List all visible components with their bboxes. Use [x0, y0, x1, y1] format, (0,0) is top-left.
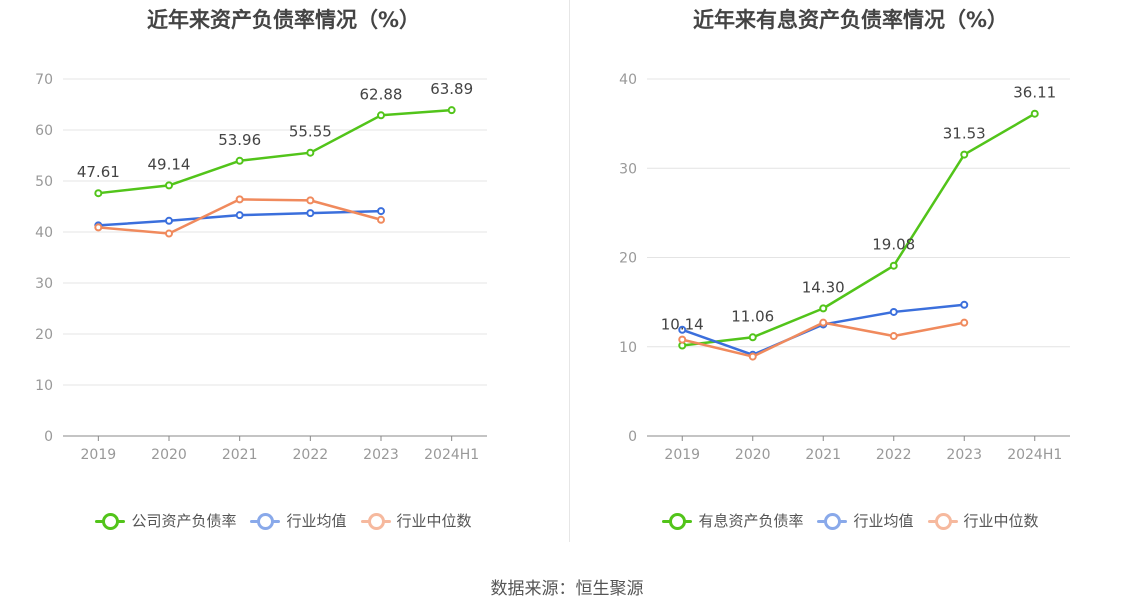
x-tick-label: 2020 — [151, 447, 187, 463]
legend-item[interactable]: 行业均值 — [817, 510, 914, 531]
data-point — [377, 111, 385, 120]
legend-label: 行业中位数 — [396, 512, 472, 530]
y-tick-label: 30 — [619, 161, 637, 177]
y-tick-label: 60 — [35, 123, 53, 139]
legend-item[interactable]: 公司资产负债率 — [95, 510, 236, 531]
y-tick-label: 10 — [35, 378, 53, 394]
data-label: 14.30 — [802, 278, 845, 296]
line-chart-interest-bearing-debt-ratio: 0 10 20 30 40 2019 2020 2021 2022 2023 2024H1 10.14… — [619, 72, 1070, 463]
chart-panel-debt-ratio: 近年来资产负债率情况（%） 0 10 20 30 40 50 60 70 2019 2020 202… — [0, 0, 567, 560]
data-point — [819, 318, 828, 327]
x-tick-label: 2022 — [293, 447, 329, 463]
data-point — [678, 335, 687, 344]
data-label: 36.11 — [1013, 84, 1056, 102]
data-label: 63.89 — [430, 80, 473, 98]
y-tick-label: 30 — [35, 276, 53, 292]
data-point — [235, 195, 244, 204]
x-tick-label: 2024H1 — [424, 447, 479, 463]
data-point — [960, 150, 969, 159]
x-tick-label: 2023 — [363, 447, 399, 463]
y-tick-label: 0 — [44, 429, 53, 445]
legend-label: 行业均值 — [853, 512, 914, 530]
legend-item[interactable]: 行业中位数 — [927, 510, 1039, 531]
legend-swatch-icon — [360, 512, 391, 530]
data-label: 49.14 — [148, 155, 191, 173]
data-point — [377, 207, 385, 216]
x-tick-label: 2019 — [81, 447, 117, 463]
legend-swatch-icon — [927, 512, 958, 530]
data-label: 10.14 — [661, 316, 704, 334]
data-label: 19.08 — [872, 236, 915, 254]
y-tick-label: 50 — [35, 174, 53, 190]
data-point — [165, 229, 173, 238]
data-point — [306, 148, 315, 157]
data-point — [306, 209, 315, 218]
y-tick-label: 40 — [619, 72, 637, 88]
series-line — [682, 112, 1036, 347]
data-label: 47.61 — [77, 163, 120, 181]
y-tick-label: 70 — [35, 72, 53, 88]
data-point — [1030, 109, 1039, 118]
legend-swatch-icon — [95, 512, 126, 530]
x-tick-label: 2021 — [222, 447, 258, 463]
data-point — [165, 181, 173, 190]
x-tick-label: 2021 — [805, 447, 841, 463]
legend-label: 有息资产负债率 — [698, 512, 804, 530]
chart-legend: 公司资产负债率 行业均值 行业中位数 — [0, 510, 567, 531]
y-tick-label: 20 — [619, 251, 637, 267]
legend-swatch-icon — [250, 512, 281, 530]
data-point — [748, 333, 757, 342]
legend-label: 行业中位数 — [963, 512, 1039, 530]
x-tick-label: 2022 — [876, 447, 912, 463]
panel-divider — [569, 0, 570, 542]
legend-label: 公司资产负债率 — [131, 512, 237, 530]
series-line — [98, 108, 452, 195]
x-tick-label: 2020 — [735, 447, 771, 463]
legend-item[interactable]: 行业中位数 — [360, 510, 472, 531]
data-point — [819, 304, 828, 313]
data-point — [94, 223, 103, 232]
data-point — [960, 318, 969, 327]
y-tick-label: 40 — [35, 225, 53, 241]
data-label: 62.88 — [360, 85, 403, 103]
data-point — [889, 307, 898, 316]
x-tick-label: 2023 — [946, 447, 982, 463]
y-tick-label: 20 — [35, 327, 53, 343]
data-point — [377, 215, 385, 224]
data-point — [306, 196, 315, 205]
x-tick-label: 2024H1 — [1007, 447, 1062, 463]
data-label: 53.96 — [218, 131, 261, 149]
legend-label: 行业均值 — [286, 512, 347, 530]
data-point — [235, 156, 244, 165]
data-point — [94, 189, 103, 198]
y-tick-label: 10 — [619, 340, 637, 356]
data-point — [889, 332, 898, 341]
y-tick-label: 0 — [628, 429, 637, 445]
legend-swatch-icon — [817, 512, 848, 530]
data-source-note: 数据来源：恒生聚源 — [490, 579, 644, 599]
chart-legend: 有息资产负债率 行业均值 行业中位数 — [567, 510, 1134, 531]
chart-panel-interest-bearing-debt-ratio: 近年来有息资产负债率情况（%） 0 10 20 30 40 2019 2020 2021 202… — [567, 0, 1134, 560]
data-point — [447, 106, 456, 115]
data-point — [748, 352, 757, 361]
chart-title: 近年来有息资产负债率情况（%） — [692, 8, 1009, 32]
x-tick-label: 2019 — [664, 447, 700, 463]
legend-swatch-icon — [662, 512, 693, 530]
line-chart-debt-ratio: 0 10 20 30 40 50 60 70 2019 2020 2021 2022 2023 2024H… — [35, 72, 487, 463]
legend-item[interactable]: 行业均值 — [250, 510, 347, 531]
chart-title: 近年来资产负债率情况（%） — [146, 8, 421, 32]
data-point — [678, 325, 687, 334]
legend-item[interactable]: 有息资产负债率 — [662, 510, 803, 531]
data-point — [235, 211, 244, 220]
data-point — [960, 300, 969, 309]
data-label: 11.06 — [731, 307, 774, 325]
data-label: 31.53 — [943, 125, 986, 143]
data-point — [165, 216, 173, 225]
data-point — [889, 261, 898, 270]
data-label: 55.55 — [289, 123, 332, 141]
